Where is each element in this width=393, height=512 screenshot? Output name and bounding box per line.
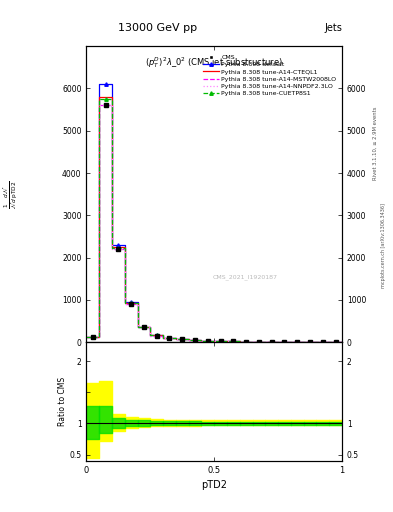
Text: Jets: Jets bbox=[324, 23, 342, 33]
Text: mcplots.cern.ch [arXiv:1306.3436]: mcplots.cern.ch [arXiv:1306.3436] bbox=[381, 203, 386, 288]
Legend: CMS, Pythia 8.308 default, Pythia 8.308 tune-A14-CTEQL1, Pythia 8.308 tune-A14-M: CMS, Pythia 8.308 default, Pythia 8.308 … bbox=[200, 52, 339, 99]
Text: $(p_T^D)^2\lambda\_0^2$ (CMS jet substructure): $(p_T^D)^2\lambda\_0^2$ (CMS jet substru… bbox=[145, 55, 283, 70]
Y-axis label: $\frac{1}{\mathcal{N}}\frac{d\mathcal{N}}{d\,\mathrm{pTD2}}$: $\frac{1}{\mathcal{N}}\frac{d\mathcal{N}… bbox=[4, 180, 20, 208]
X-axis label: pTD2: pTD2 bbox=[201, 480, 227, 490]
Text: Rivet 3.1.10, ≥ 2.9M events: Rivet 3.1.10, ≥ 2.9M events bbox=[373, 106, 378, 180]
Y-axis label: Ratio to CMS: Ratio to CMS bbox=[58, 377, 67, 426]
Text: 13000 GeV pp: 13000 GeV pp bbox=[118, 23, 197, 33]
Text: CMS_2021_I1920187: CMS_2021_I1920187 bbox=[212, 274, 277, 280]
